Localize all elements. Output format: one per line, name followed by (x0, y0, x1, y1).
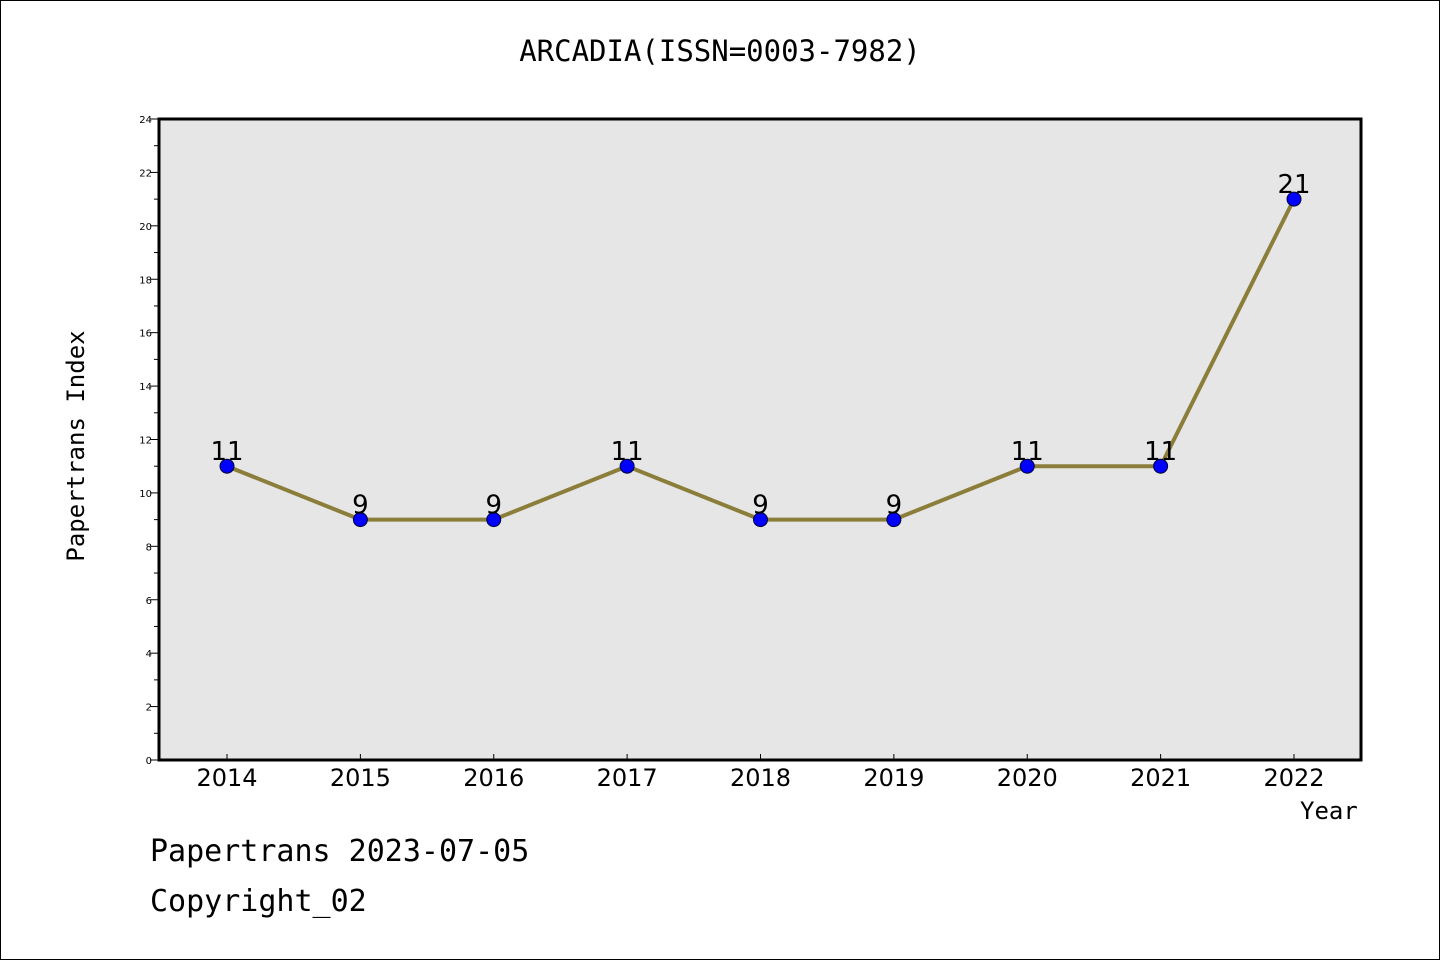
footer-copyright: Copyright_02 (150, 884, 367, 919)
data-label: 9 (352, 491, 369, 521)
x-tick-label: 2022 (1263, 764, 1324, 792)
data-label: 9 (886, 491, 903, 521)
y-tick-label: 8 (146, 542, 152, 553)
y-tick-label: 12 (139, 436, 152, 447)
data-point-marker (486, 512, 502, 528)
y-tick-label: 18 (139, 275, 152, 286)
y-tick-label: 24 (139, 115, 152, 126)
data-point-marker (753, 512, 768, 528)
data-point-marker (352, 512, 368, 528)
x-axis-label: Year (1300, 797, 1358, 825)
x-tick-label: 2020 (997, 764, 1058, 792)
x-tick-label: 2016 (463, 764, 524, 792)
x-tick-label: 2014 (196, 764, 257, 792)
data-label: 11 (210, 437, 243, 467)
x-tick-label: 2019 (863, 764, 924, 792)
y-tick-label: 6 (146, 596, 152, 607)
y-tick-label: 2 (146, 703, 152, 714)
data-point-marker (1286, 191, 1302, 207)
y-tick-label: 14 (139, 382, 152, 393)
plot-border (157, 117, 1363, 762)
data-label: 11 (1144, 437, 1177, 467)
footer-date: Papertrans 2023-07-05 (150, 834, 530, 869)
data-label: 9 (752, 491, 769, 521)
data-label: 21 (1277, 170, 1310, 200)
plot-area (159, 119, 1361, 760)
y-tick-label: 4 (146, 649, 152, 660)
data-point-marker (619, 458, 635, 474)
data-point-marker (1153, 458, 1169, 474)
data-markers (219, 191, 1302, 528)
data-label: 11 (611, 437, 644, 467)
x-tick-label: 2017 (597, 764, 658, 792)
data-point-marker (1019, 458, 1035, 474)
y-tick-label: 16 (139, 329, 152, 340)
x-tick-label: 2021 (1130, 764, 1191, 792)
y-tick-label: 22 (139, 168, 152, 179)
data-point-marker (886, 512, 902, 528)
data-labels: 11 9 9 11 9 9 11 11 21 (210, 170, 1310, 521)
y-tick-label: 0 (146, 756, 152, 767)
x-tick-label: 2018 (730, 764, 791, 792)
x-tick-label: 2015 (330, 764, 391, 792)
data-label: 9 (485, 491, 502, 521)
data-point-marker (219, 458, 235, 474)
y-tick-label: 10 (139, 489, 152, 500)
x-axis: 2014 2015 2016 2017 2018 2019 2020 2021 2022 (196, 754, 1325, 792)
data-label: 11 (1011, 437, 1044, 467)
chart-title: ARCADIA(ISSN=0003-7982) (519, 34, 921, 68)
y-tick-label: 20 (139, 222, 152, 233)
